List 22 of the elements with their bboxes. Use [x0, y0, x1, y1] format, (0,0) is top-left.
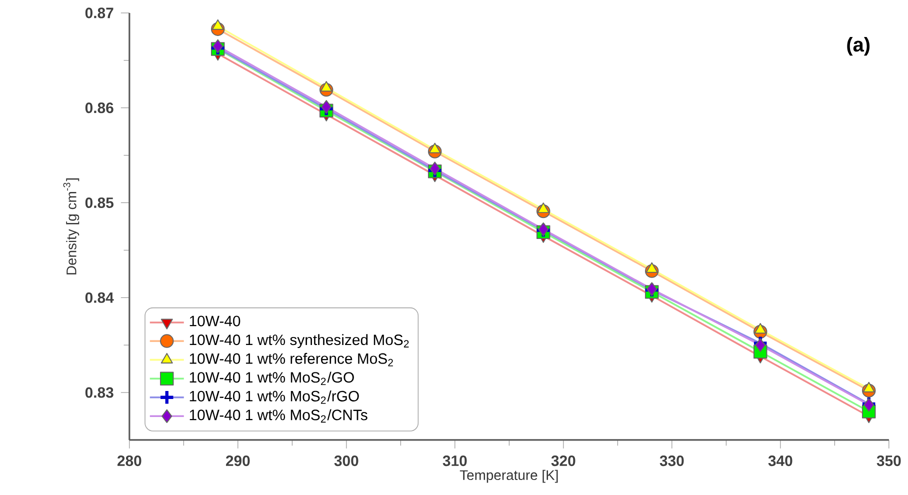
x-tick-label: 310	[442, 456, 467, 466]
x-tick-label: 300	[334, 456, 358, 466]
annotation: (a)	[847, 37, 870, 56]
x-tick-label: 340	[768, 456, 792, 466]
legend-label: 10W-40	[190, 316, 240, 326]
y-axis-title: Density [g cm$^{-3}$]	[63, 178, 80, 275]
x-tick-label: 320	[551, 456, 576, 466]
x-tick-label: 350	[876, 456, 901, 466]
legend-label: 10W-40 1 wt% MoS$_{2}$/GO	[190, 372, 354, 386]
y-tick-label: 0.86	[85, 102, 114, 114]
y-tick-label: 0.84	[85, 292, 114, 304]
legend-label: 10W-40 1 wt% MoS$_{2}$/rGO	[190, 390, 359, 404]
x-tick-label: 290	[226, 456, 250, 466]
y-tick-label: 0.87	[85, 8, 114, 18]
x-tick-label: 280	[117, 456, 142, 466]
x-tick-label: 330	[660, 456, 684, 466]
legend-label: 10W-40 1 wt% synthesized MoS$_{2}$	[190, 334, 409, 348]
legend-label: 10W-40 1 wt% MoS$_{2}$/CNTs	[190, 409, 368, 423]
y-tick-label: 0.85	[85, 198, 114, 208]
x-axis-title: Temperature [K]	[460, 470, 558, 483]
legend-label: 10W-40 1 wt% reference MoS$_{2}$	[190, 353, 393, 366]
y-tick-label: 0.83	[85, 387, 114, 398]
